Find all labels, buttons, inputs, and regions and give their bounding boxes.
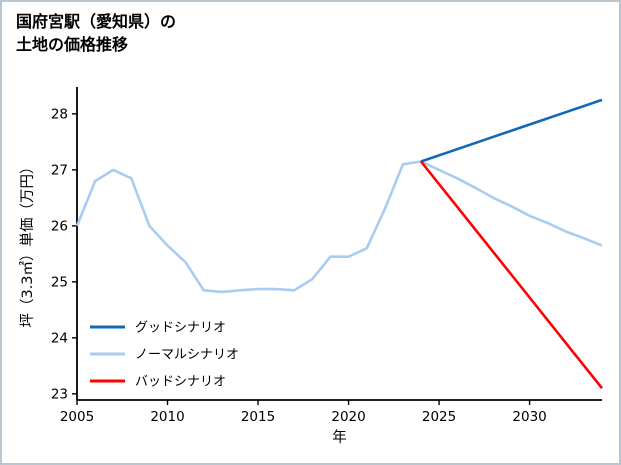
x-tick-label: 2030 (512, 409, 546, 425)
series-line-bad (419, 160, 604, 390)
x-tick-label: 2020 (331, 409, 365, 425)
y-tick-label: 27 (51, 163, 68, 179)
series-line-good (420, 98, 603, 163)
y-axis-label: 坪（3.3㎡）単価（万円） (19, 159, 36, 327)
chart-title-line2: 土地の価格推移 (16, 35, 129, 55)
x-tick-label: 2010 (150, 409, 184, 425)
series-line-normal (75, 160, 603, 294)
x-tick-label: 2025 (422, 409, 456, 425)
x-tick-label: 2005 (60, 409, 94, 425)
legend-label-0: グッドシナリオ (135, 321, 226, 336)
x-tick-label: 2015 (241, 409, 275, 425)
chart-title-line1: 国府宮駅（愛知県）の (16, 12, 177, 31)
y-tick-label: 26 (51, 219, 68, 235)
y-tick-label: 25 (51, 275, 68, 291)
legend-label-2: バッドシナリオ (135, 375, 226, 390)
y-tick-label: 24 (51, 331, 68, 347)
chart-title: 国府宮駅（愛知県）の 土地の価格推移 (16, 10, 176, 56)
legend-label-1: ノーマルシナリオ (135, 348, 239, 363)
x-axis-label: 年 (332, 429, 347, 446)
y-tick-label: 28 (51, 107, 68, 123)
y-tick-label: 23 (51, 387, 68, 403)
